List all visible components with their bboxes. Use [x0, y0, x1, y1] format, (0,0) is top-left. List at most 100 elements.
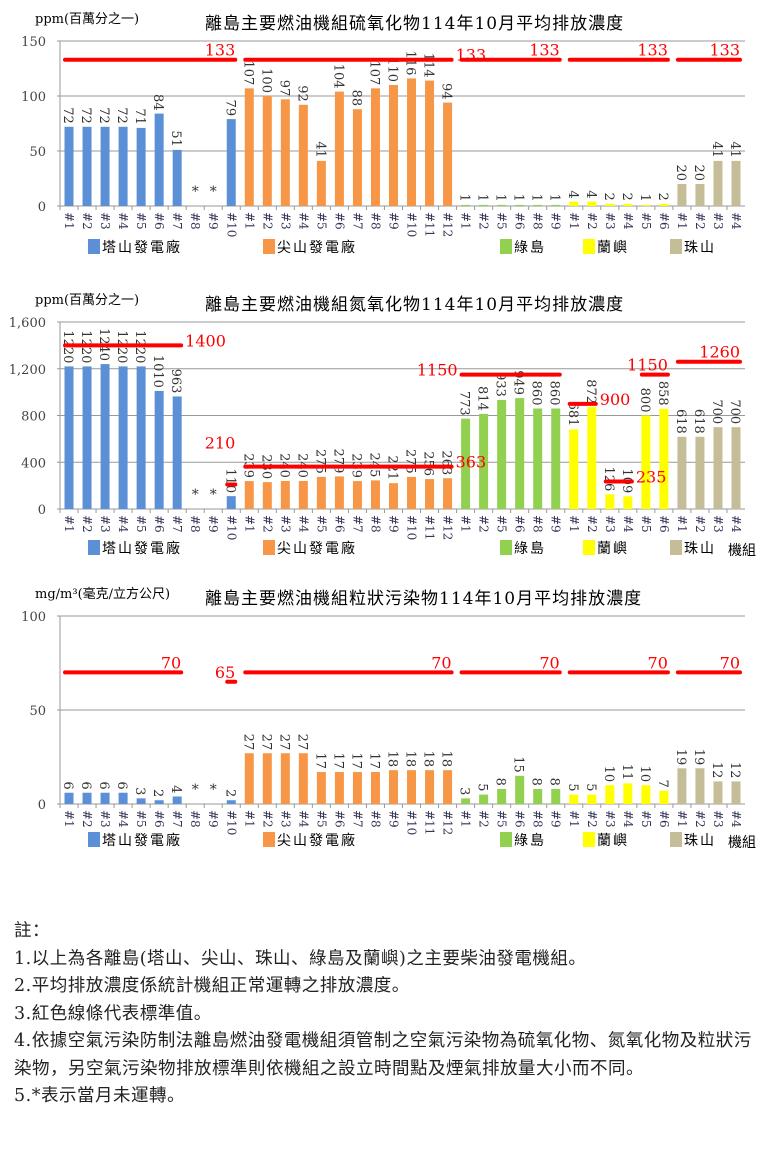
data-label: 17	[312, 752, 327, 769]
x-tick-label: #6	[513, 515, 527, 533]
bar	[100, 364, 110, 509]
limit-label: 70	[720, 653, 740, 672]
bar	[226, 119, 236, 206]
sox-chart: ppm(百萬分之一) 離島主要燃油機組硫氧化物114年10月平均排放濃度 0 50 10…	[21, 12, 745, 256]
bar	[298, 753, 308, 804]
legend-swatch	[88, 540, 100, 555]
x-tick-label: #10	[405, 212, 419, 237]
data-label: 256	[421, 451, 436, 476]
bar	[334, 772, 344, 804]
data-label: 963	[168, 369, 183, 394]
bar	[388, 85, 398, 206]
x-tick-label: #8	[368, 515, 382, 533]
bar	[695, 184, 705, 206]
x-tick-label: #3	[603, 515, 617, 533]
x-tick-label: #7	[170, 515, 184, 533]
data-label: 814	[475, 386, 490, 411]
x-tick-label: #10	[224, 212, 238, 237]
y-axis-label: ppm(百萬分之一)	[35, 12, 139, 27]
data-label: 8	[529, 778, 544, 786]
data-label: 858	[655, 381, 670, 406]
x-tick-label: #2	[477, 810, 491, 828]
limit-label: 70	[431, 653, 451, 672]
not-operating-mark: *	[210, 184, 217, 200]
data-label: 263	[439, 450, 454, 475]
not-operating-mark: *	[192, 184, 199, 200]
x-tick-label: #6	[332, 810, 346, 828]
x-tick-label: #7	[350, 212, 364, 230]
x-tick-label: #2	[693, 810, 707, 828]
legend-label: 蘭嶼	[597, 833, 629, 849]
bar	[64, 792, 74, 804]
legend-label: 綠島	[514, 541, 546, 557]
data-label: 6	[60, 781, 75, 789]
data-label: 41	[727, 141, 742, 158]
x-tick-label: #11	[423, 212, 437, 237]
x-tick-label: #4	[296, 515, 310, 533]
y-tick-label: 1,200	[9, 363, 46, 378]
bar	[497, 399, 507, 509]
data-label: 773	[457, 391, 472, 416]
data-label: 88	[348, 90, 363, 107]
bar	[497, 204, 507, 206]
x-tick-label: #1	[62, 810, 76, 828]
bar	[605, 785, 615, 804]
x-tick-label: #3	[278, 810, 292, 828]
x-tick-label: #2	[693, 515, 707, 533]
x-tick-label: #1	[459, 212, 473, 230]
data-label: 6	[114, 781, 129, 789]
x-tick-label: #6	[657, 810, 671, 828]
legend-swatch	[88, 239, 100, 254]
legend-swatch	[500, 239, 512, 254]
x-tick-label: #1	[675, 212, 689, 230]
limit-label: 133	[456, 46, 487, 65]
bar	[352, 772, 362, 804]
data-label: 872	[583, 379, 598, 404]
y-tick-label: 0	[38, 503, 46, 518]
x-tick-label: #5	[495, 212, 509, 230]
bar	[569, 201, 579, 206]
bar	[82, 366, 92, 509]
x-tick-label: #1	[242, 810, 256, 828]
bar	[407, 770, 417, 804]
nox-chart: ppm(百萬分之一) 離島主要燃油機組氮氧化物114年10月平均排放濃度 0 400 8…	[9, 293, 756, 559]
chart-title: 離島主要燃油機組粒狀污染物114年10月平均排放濃度	[205, 589, 642, 609]
x-tick-label: #2	[585, 810, 599, 828]
x-tick-label: #3	[98, 515, 112, 533]
legend-label: 尖山發電廠	[277, 239, 357, 256]
data-label: 1	[637, 194, 652, 202]
data-label: 107	[240, 60, 255, 85]
bar	[298, 480, 308, 509]
bar	[551, 788, 561, 804]
x-tick-label: #5	[314, 212, 328, 230]
data-label: 2	[601, 193, 616, 201]
not-operating-mark: *	[192, 487, 199, 503]
legend-label: 尖山發電廠	[277, 540, 357, 557]
data-label: 8	[547, 778, 562, 786]
x-tick-label: #9	[386, 212, 400, 230]
x-tick-label: #1	[567, 810, 581, 828]
bar	[641, 415, 651, 509]
data-label: 18	[403, 751, 418, 768]
bar	[641, 204, 651, 206]
x-tick-label: #5	[134, 515, 148, 533]
notes: 註： 1.以上為各離島(塔山、尖山、珠山、綠島及蘭嶼)之主要柴油發電機組。 2.…	[14, 918, 769, 1111]
data-label: 681	[565, 402, 580, 427]
limit-label: 70	[539, 653, 559, 672]
bar	[118, 792, 128, 804]
data-label: 79	[222, 100, 237, 117]
data-label: 41	[709, 141, 724, 158]
x-tick-label: #1	[675, 810, 689, 828]
x-tick-label: #3	[711, 212, 725, 230]
data-label: 3	[132, 787, 147, 795]
legend-label: 蘭嶼	[597, 240, 629, 256]
data-label: 94	[439, 83, 454, 100]
bar	[334, 476, 344, 509]
data-label: 4	[168, 785, 183, 793]
bar	[64, 366, 74, 509]
bar	[316, 772, 326, 804]
data-label: 3	[457, 787, 472, 795]
x-tick-label: #4	[116, 212, 130, 230]
x-tick-label: #8	[368, 212, 382, 230]
x-tick-label: #2	[260, 810, 274, 828]
